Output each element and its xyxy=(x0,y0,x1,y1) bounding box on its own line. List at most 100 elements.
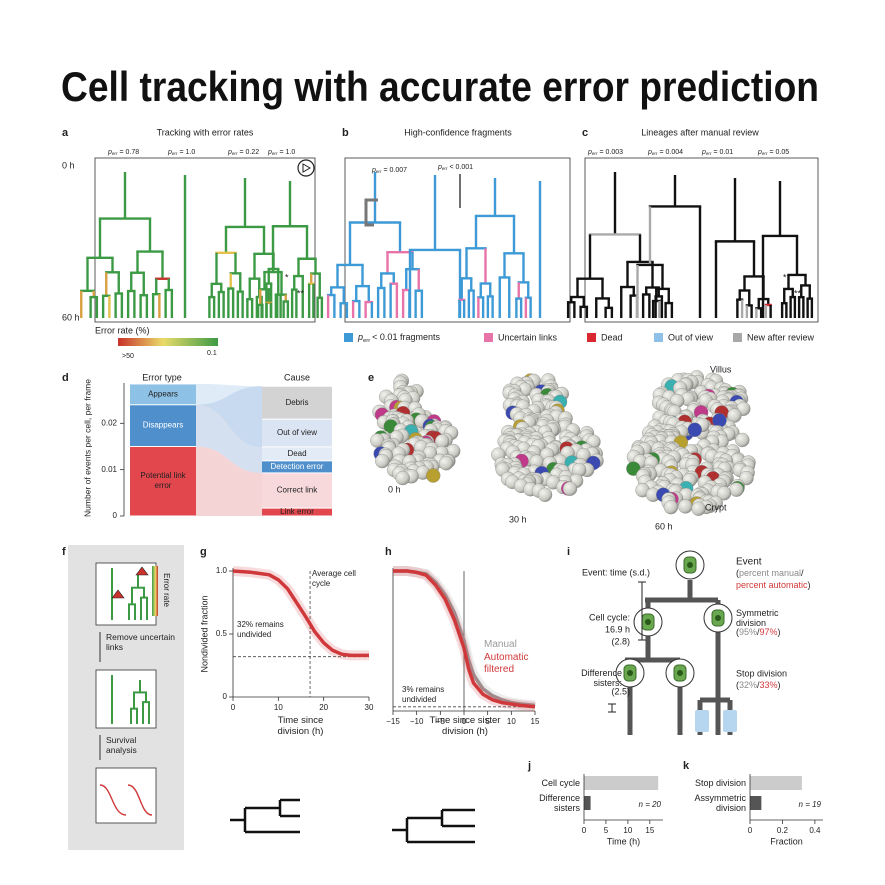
x-tick-label: 15 xyxy=(531,717,540,726)
text-part: percent automatic xyxy=(736,580,808,590)
bracket-arrow xyxy=(364,198,378,227)
legend-line: (percent manual/ xyxy=(736,568,804,578)
label: 32% remains undivided xyxy=(237,620,284,639)
thumbnail xyxy=(95,767,157,824)
colorbar-tick: >50 xyxy=(122,353,134,360)
alluvial-segment xyxy=(262,386,332,419)
label: Remove uncertain links xyxy=(106,632,175,652)
text-part: 97% xyxy=(760,627,778,637)
p-value: = 0.22 xyxy=(239,149,259,156)
p-subscript: err xyxy=(762,151,768,156)
p-err: perr = 0.05 xyxy=(757,149,789,156)
x-tick-label: 5 xyxy=(485,717,490,726)
x-tick-label: 0.2 xyxy=(777,826,789,835)
segment-label: Out of view xyxy=(277,428,317,437)
cell-sphere xyxy=(537,487,553,502)
text-part: ) xyxy=(778,627,781,637)
segment-label: Appears xyxy=(148,389,178,398)
y-tick-label: 0 xyxy=(113,511,118,520)
text-part: ( xyxy=(736,680,739,690)
y-axis-label: Number of events per cell, per frame xyxy=(82,379,92,517)
annotation-star: ** xyxy=(794,288,802,298)
p-symbol: p xyxy=(757,149,762,156)
p-subscript: err xyxy=(172,151,178,156)
time-label: 60 h xyxy=(655,521,673,531)
y-tick-label: 0.02 xyxy=(101,418,117,427)
p-subscript: err xyxy=(442,166,448,171)
region-label: Crypt xyxy=(705,502,727,512)
time-label: 0 h xyxy=(62,160,75,170)
alluvial-segment xyxy=(130,405,196,446)
label: Difference sisters: xyxy=(581,668,622,688)
event-label: Symmetric division xyxy=(736,608,779,628)
panel-letter: a xyxy=(62,127,69,139)
x-tick-label: −10 xyxy=(410,717,424,726)
p-err: perr < 0.001 xyxy=(437,164,473,171)
x-tick-label: 30 xyxy=(365,703,374,712)
time-label: 0 h xyxy=(388,484,401,494)
text-part: / xyxy=(801,568,804,578)
text-part: ) xyxy=(808,580,811,590)
label: 3% remains undivided xyxy=(402,685,445,704)
survival-icon xyxy=(99,784,153,816)
label: Time since sister division (h) xyxy=(429,715,501,737)
cell-sphere xyxy=(395,470,410,486)
x-tick-label: 0 xyxy=(748,826,753,835)
column-title: Cause xyxy=(284,372,310,382)
warning-marker xyxy=(135,566,149,576)
panel-frame xyxy=(584,157,819,323)
category-label: Stop division xyxy=(694,778,746,788)
legend-swatch xyxy=(733,333,742,342)
panel-letter: d xyxy=(62,372,69,384)
category-label: Cell cycle xyxy=(541,778,580,788)
text-part: 32% xyxy=(739,680,757,690)
panel-letter: h xyxy=(385,546,392,558)
event-value: (95%/97%) xyxy=(736,627,781,637)
p-subscript: err xyxy=(363,338,370,344)
cell-nucleus xyxy=(627,670,633,676)
bar xyxy=(750,796,762,810)
cell-sphere xyxy=(426,468,441,483)
legend-swatch xyxy=(344,333,353,342)
event-value: 16.9 h xyxy=(605,624,630,634)
cell-sphere xyxy=(735,432,750,448)
event-value: (2.5) xyxy=(611,686,630,696)
colorbar-label: Error rate (%) xyxy=(95,325,150,335)
legend-label: Automatic filtered xyxy=(484,652,529,675)
cell-icon xyxy=(723,710,737,732)
legend-label: Dead xyxy=(601,332,623,342)
annotation-star: * xyxy=(783,272,787,282)
p-value: = 0.78 xyxy=(119,149,139,156)
p-symbol: p xyxy=(701,149,706,156)
cell-sphere xyxy=(687,422,702,437)
p-value: = 0.05 xyxy=(769,149,789,156)
cell-sphere xyxy=(678,499,693,514)
x-tick-label: 20 xyxy=(319,703,328,712)
cell-nucleus xyxy=(715,615,721,621)
alluvial-segment xyxy=(262,447,332,461)
colorbar xyxy=(152,566,158,616)
legend-swatch xyxy=(484,333,493,342)
legend-label: New after review xyxy=(747,332,815,342)
x-tick-label: 10 xyxy=(274,703,283,712)
panel-letter: f xyxy=(62,546,66,558)
label: Time since division (h) xyxy=(277,715,324,737)
p-symbol: p xyxy=(587,149,592,156)
legend-line: percent automatic) xyxy=(736,580,811,590)
text-part: / xyxy=(757,627,760,637)
text-part: ( xyxy=(736,627,739,637)
legend-label: Out of view xyxy=(668,332,714,342)
alluvial-segment xyxy=(262,419,332,447)
label: Potential link error xyxy=(140,471,186,491)
annotation-star: ** xyxy=(297,288,305,298)
cell-nucleus xyxy=(645,619,651,625)
cell-sphere xyxy=(562,481,578,496)
flow-ribbon xyxy=(196,446,262,516)
p-symbol: p xyxy=(357,332,363,342)
segment-label: Link error xyxy=(280,507,314,516)
event-value: (32%/33%) xyxy=(736,680,781,690)
legend-label: Event: time (s.d.) xyxy=(582,567,650,577)
event-label: Stop division xyxy=(736,668,787,678)
lineage-icon xyxy=(230,798,300,834)
colorbar-label: Error rate xyxy=(162,573,171,607)
